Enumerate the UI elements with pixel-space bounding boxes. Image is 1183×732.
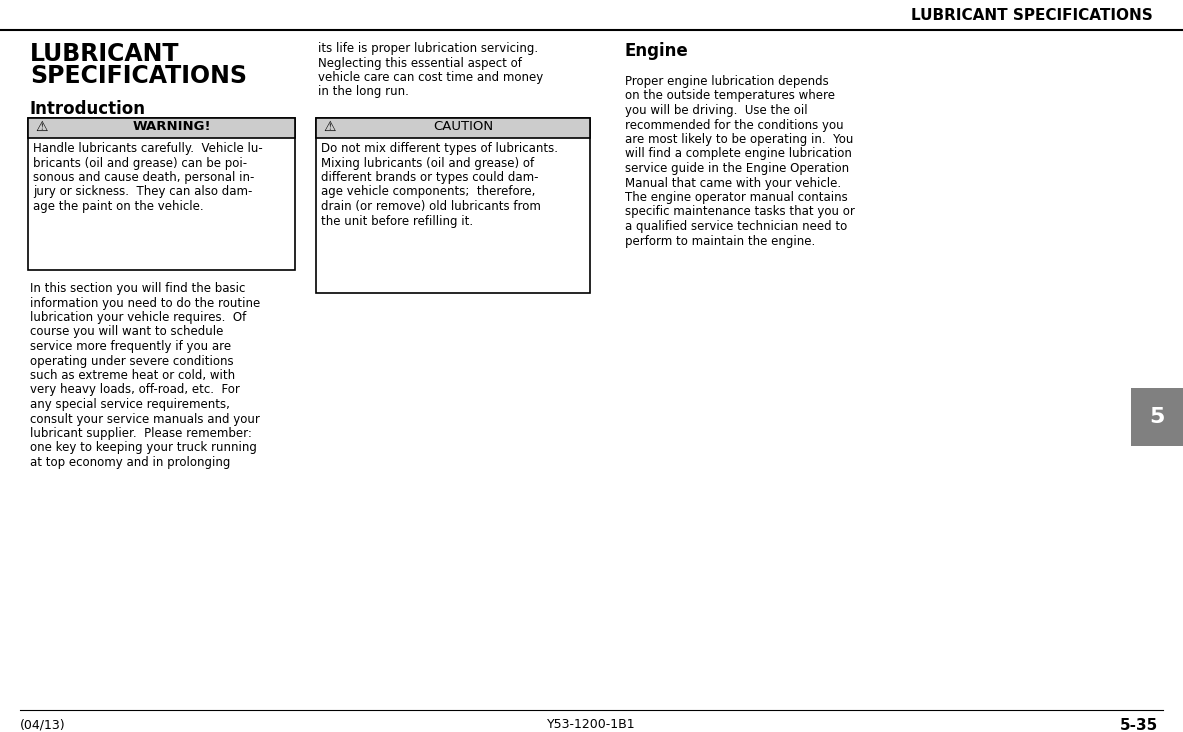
Text: Engine: Engine	[625, 42, 689, 60]
Bar	[28, 118, 295, 138]
Text: different brands or types could dam-: different brands or types could dam-	[321, 171, 538, 184]
Bar	[316, 118, 590, 293]
Text: such as extreme heat or cold, with: such as extreme heat or cold, with	[30, 369, 235, 382]
Text: Neglecting this essential aspect of: Neglecting this essential aspect of	[318, 56, 522, 70]
Text: vehicle care can cost time and money: vehicle care can cost time and money	[318, 71, 543, 84]
Text: are most likely to be operating in.  You: are most likely to be operating in. You	[625, 133, 853, 146]
Text: operating under severe conditions: operating under severe conditions	[30, 354, 233, 367]
Text: Y53-1200-1B1: Y53-1200-1B1	[548, 718, 635, 731]
Text: Introduction: Introduction	[30, 100, 146, 118]
Text: will find a complete engine lubrication: will find a complete engine lubrication	[625, 148, 852, 160]
Text: a qualified service technician need to: a qualified service technician need to	[625, 220, 847, 233]
Text: the unit before refilling it.: the unit before refilling it.	[321, 214, 473, 228]
Text: Mixing lubricants (oil and grease) of: Mixing lubricants (oil and grease) of	[321, 157, 535, 170]
Text: (04/13): (04/13)	[20, 718, 65, 731]
Text: specific maintenance tasks that you or: specific maintenance tasks that you or	[625, 206, 855, 218]
Text: perform to maintain the engine.: perform to maintain the engine.	[625, 234, 815, 247]
Text: at top economy and in prolonging: at top economy and in prolonging	[30, 456, 231, 469]
Text: WARNING!: WARNING!	[132, 120, 211, 133]
Text: Manual that came with your vehicle.: Manual that came with your vehicle.	[625, 176, 841, 190]
Text: 5: 5	[1150, 407, 1165, 427]
Text: on the outside temperatures where: on the outside temperatures where	[625, 89, 835, 102]
Text: information you need to do the routine: information you need to do the routine	[30, 296, 260, 310]
Text: lubricant supplier.  Please remember:: lubricant supplier. Please remember:	[30, 427, 252, 440]
Text: lubrication your vehicle requires.  Of: lubrication your vehicle requires. Of	[30, 311, 246, 324]
Text: CAUTION: CAUTION	[433, 120, 493, 133]
Text: SPECIFICATIONS: SPECIFICATIONS	[30, 64, 247, 88]
Text: consult your service manuals and your: consult your service manuals and your	[30, 413, 260, 425]
Text: Do not mix different types of lubricants.: Do not mix different types of lubricants…	[321, 142, 558, 155]
Text: bricants (oil and grease) can be poi-: bricants (oil and grease) can be poi-	[33, 157, 247, 170]
Text: The engine operator manual contains: The engine operator manual contains	[625, 191, 848, 204]
Text: ⚠: ⚠	[35, 120, 49, 134]
Text: any special service requirements,: any special service requirements,	[30, 398, 230, 411]
Text: age the paint on the vehicle.: age the paint on the vehicle.	[33, 200, 203, 213]
Text: service more frequently if you are: service more frequently if you are	[30, 340, 231, 353]
Text: sonous and cause death, personal in-: sonous and cause death, personal in-	[33, 171, 254, 184]
Text: one key to keeping your truck running: one key to keeping your truck running	[30, 441, 257, 455]
Text: recommended for the conditions you: recommended for the conditions you	[625, 119, 843, 132]
Text: Handle lubricants carefully.  Vehicle lu-: Handle lubricants carefully. Vehicle lu-	[33, 142, 263, 155]
Text: course you will want to schedule: course you will want to schedule	[30, 326, 224, 338]
Text: jury or sickness.  They can also dam-: jury or sickness. They can also dam-	[33, 185, 252, 198]
Bar	[28, 118, 295, 270]
Text: ⚠: ⚠	[324, 120, 336, 134]
Text: service guide in the Engine Operation: service guide in the Engine Operation	[625, 162, 849, 175]
Text: its life is proper lubrication servicing.: its life is proper lubrication servicing…	[318, 42, 538, 55]
Text: you will be driving.  Use the oil: you will be driving. Use the oil	[625, 104, 808, 117]
Text: Proper engine lubrication depends: Proper engine lubrication depends	[625, 75, 829, 88]
Text: In this section you will find the basic: In this section you will find the basic	[30, 282, 245, 295]
Bar	[316, 118, 590, 138]
Text: drain (or remove) old lubricants from: drain (or remove) old lubricants from	[321, 200, 541, 213]
Text: age vehicle components;  therefore,: age vehicle components; therefore,	[321, 185, 536, 198]
Text: 5-35: 5-35	[1120, 718, 1158, 732]
Text: in the long run.: in the long run.	[318, 86, 409, 99]
Text: LUBRICANT SPECIFICATIONS: LUBRICANT SPECIFICATIONS	[911, 8, 1153, 23]
Text: very heavy loads, off-road, etc.  For: very heavy loads, off-road, etc. For	[30, 384, 240, 397]
Bar	[1131, 388, 1183, 446]
Text: LUBRICANT: LUBRICANT	[30, 42, 180, 66]
